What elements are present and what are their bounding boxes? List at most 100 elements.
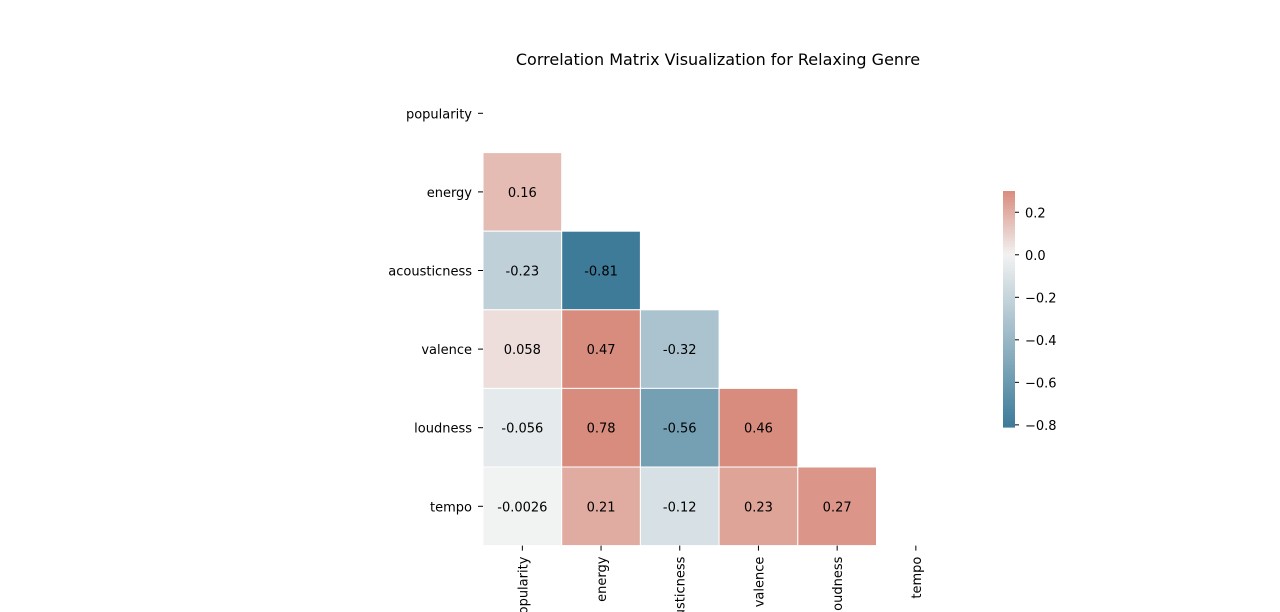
y-tick-label: popularity — [406, 107, 472, 122]
colorbar-segment — [1003, 309, 1015, 313]
heatmap-cell — [482, 152, 563, 232]
colorbar-tick-label: −0.6 — [1025, 376, 1057, 391]
colorbar-segment — [1003, 335, 1015, 340]
colorbar-segment — [1003, 276, 1015, 281]
colorbar-segment — [1003, 353, 1015, 357]
colorbar-segment — [1003, 317, 1015, 322]
colorbar-segment — [1003, 255, 1015, 260]
colorbar-segment — [1003, 382, 1015, 387]
colorbar-segment — [1003, 223, 1015, 227]
cell-value-label: 0.21 — [587, 500, 616, 515]
colorbar-segment — [1003, 244, 1015, 248]
colorbar-segment — [1003, 303, 1015, 307]
colorbar-segment — [1003, 424, 1015, 428]
colorbar-segment — [1003, 412, 1015, 416]
colorbar-segment — [1003, 394, 1015, 399]
cell-value-label: -0.056 — [501, 422, 543, 437]
colorbar-segment — [1003, 370, 1015, 375]
colorbar-segment — [1003, 373, 1015, 378]
colorbar-segment — [1003, 329, 1015, 334]
heatmap-cell — [561, 466, 641, 547]
cell-value-label: -0.23 — [506, 265, 540, 280]
colorbar-segment — [1003, 264, 1015, 269]
heatmap-cell — [482, 309, 563, 389]
x-tick-label: loudness — [831, 556, 846, 612]
cell-value-label: 0.058 — [504, 343, 541, 358]
colorbar-segment — [1003, 196, 1015, 201]
y-tick-label: loudness — [414, 422, 472, 437]
heatmap-cell — [561, 230, 641, 311]
heatmap-cell — [561, 387, 641, 468]
colorbar-segment — [1003, 232, 1015, 236]
colorbar-segment — [1003, 270, 1015, 275]
colorbar-segment — [1003, 273, 1015, 278]
colorbar-segment — [1003, 397, 1015, 402]
colorbar-segment — [1003, 347, 1015, 351]
heatmap-cell — [639, 466, 720, 547]
colorbar-segment — [1003, 193, 1015, 198]
colorbar-segment — [1003, 279, 1015, 284]
x-tick-label: valence — [752, 557, 767, 608]
colorbar-segment — [1003, 306, 1015, 310]
cell-value-label: 0.27 — [823, 500, 852, 515]
colorbar-segment — [1003, 409, 1015, 413]
colorbar-tick-label: 0.2 — [1025, 206, 1046, 221]
colorbar-segment — [1003, 282, 1015, 286]
colorbar-segment — [1003, 217, 1015, 222]
colorbar-segment — [1003, 208, 1015, 213]
colorbar-segment — [1003, 385, 1015, 390]
x-tick-label: energy — [595, 556, 610, 602]
colorbar-segment — [1003, 359, 1015, 363]
colorbar-segment — [1003, 261, 1015, 266]
colorbar-segment — [1003, 415, 1015, 419]
colorbar-segment — [1003, 388, 1015, 393]
colorbar-segment — [1003, 205, 1015, 210]
colorbar-segment — [1003, 300, 1015, 304]
colorbar-segment — [1003, 211, 1015, 216]
heatmap-cell — [639, 309, 720, 389]
y-axis-ticks: popularity energy acousticness valence loudn… — [388, 107, 483, 515]
y-tick-label: energy — [427, 186, 473, 201]
x-axis-ticks: popularity energy acousticness valence loudn… — [516, 545, 925, 612]
cell-value-label: 0.46 — [744, 422, 773, 437]
colorbar-tick-label: −0.2 — [1025, 291, 1057, 306]
colorbar-segment — [1003, 267, 1015, 272]
colorbar-segment — [1003, 320, 1015, 325]
colorbar-segment — [1003, 191, 1015, 195]
colorbar-segment — [1003, 379, 1015, 384]
cell-value-label: 0.47 — [587, 343, 616, 358]
colorbar-segment — [1003, 362, 1015, 366]
colorbar-segment — [1003, 332, 1015, 337]
colorbar-segment — [1003, 238, 1015, 242]
x-tick-label: tempo — [910, 557, 925, 599]
colorbar-segment — [1003, 406, 1015, 410]
colorbar-segment — [1003, 294, 1015, 298]
cell-value-label: 0.16 — [508, 186, 537, 201]
colorbar-segment — [1003, 199, 1015, 204]
cell-value-label: 0.23 — [744, 500, 773, 515]
colorbar-tick-label: −0.8 — [1025, 419, 1057, 434]
chart-title: Correlation Matrix Visualization for Rel… — [516, 50, 920, 69]
heatmap-cell — [797, 466, 877, 547]
cell-value-label: 0.78 — [587, 422, 616, 437]
colorbar-segment — [1003, 338, 1015, 343]
colorbar-segment — [1003, 421, 1015, 425]
colorbar-segment — [1003, 311, 1015, 316]
y-tick-label: acousticness — [388, 265, 472, 280]
colorbar-segment — [1003, 314, 1015, 319]
colorbar-segment — [1003, 258, 1015, 263]
colorbar-segment — [1003, 247, 1015, 251]
colorbar-tick-label: 0.0 — [1025, 249, 1046, 264]
cell-value-label: -0.12 — [663, 500, 697, 515]
y-tick-label: valence — [421, 343, 472, 358]
cell-value-label: -0.32 — [663, 343, 697, 358]
colorbar-segment — [1003, 368, 1015, 372]
colorbar-segment — [1003, 297, 1015, 301]
colorbar-segment — [1003, 241, 1015, 245]
colorbar-segment — [1003, 220, 1015, 225]
colorbar-segment — [1003, 365, 1015, 369]
colorbar-segment — [1003, 288, 1015, 292]
colorbar-segment — [1003, 326, 1015, 331]
colorbar-segment — [1003, 403, 1015, 407]
